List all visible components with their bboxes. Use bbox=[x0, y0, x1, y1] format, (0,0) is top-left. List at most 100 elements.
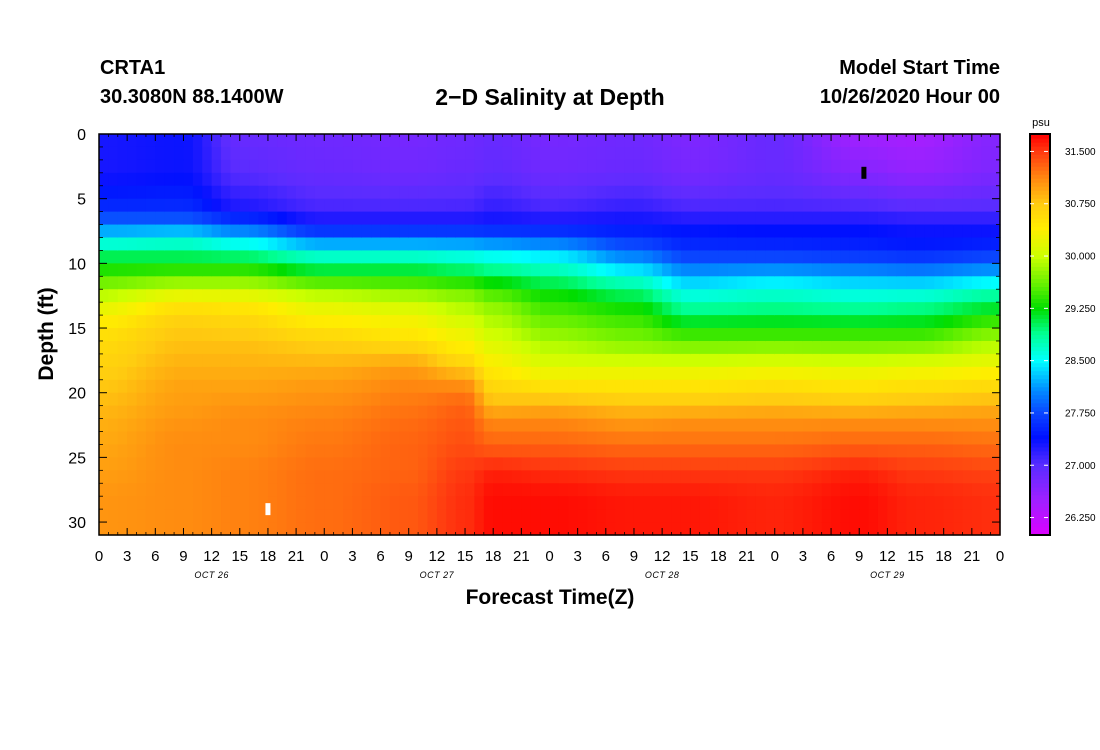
heatmap-cell bbox=[99, 211, 109, 226]
heatmap-cell bbox=[230, 522, 241, 536]
heatmap-cell bbox=[718, 353, 729, 368]
position-marker bbox=[265, 503, 271, 516]
heatmap-cell bbox=[699, 431, 710, 446]
heatmap-cell bbox=[924, 198, 935, 213]
heatmap-cell bbox=[915, 366, 926, 381]
heatmap-cell bbox=[915, 470, 926, 484]
heatmap-cell bbox=[558, 198, 569, 213]
heatmap-cell bbox=[840, 496, 851, 510]
heatmap-cell bbox=[127, 289, 138, 303]
heatmap-cell bbox=[633, 353, 644, 368]
heatmap-cell bbox=[840, 431, 851, 446]
heatmap-cell bbox=[633, 405, 644, 420]
heatmap-cell bbox=[136, 457, 147, 471]
heatmap-cell bbox=[408, 134, 419, 148]
heatmap-cell bbox=[906, 185, 917, 200]
heatmap-cell bbox=[690, 431, 701, 446]
heatmap-cell bbox=[596, 134, 607, 148]
heatmap-cell bbox=[155, 457, 166, 471]
heatmap-cell bbox=[493, 302, 504, 316]
heatmap-cell bbox=[155, 431, 166, 446]
heatmap-cell bbox=[643, 431, 654, 446]
heatmap-cell bbox=[427, 366, 438, 381]
heatmap-cell bbox=[465, 159, 476, 174]
heatmap-cell bbox=[624, 496, 635, 510]
heatmap-cell bbox=[389, 146, 400, 161]
heatmap-cell bbox=[202, 198, 213, 213]
heatmap-cell bbox=[127, 134, 138, 148]
heatmap-cell bbox=[164, 328, 175, 342]
heatmap-cell bbox=[465, 185, 476, 200]
heatmap-cell bbox=[990, 379, 1001, 394]
x-axis-title: Forecast Time(Z) bbox=[466, 586, 635, 609]
heatmap-cell bbox=[793, 457, 804, 471]
heatmap-cell bbox=[568, 276, 579, 290]
heatmap-cell bbox=[680, 392, 691, 407]
heatmap-cell bbox=[258, 457, 269, 471]
heatmap-cell bbox=[774, 483, 785, 497]
heatmap-cell bbox=[709, 172, 720, 187]
heatmap-cell bbox=[990, 340, 1001, 355]
x-tick-label: 9 bbox=[630, 548, 638, 565]
heatmap-cell bbox=[202, 457, 213, 471]
heatmap-cell bbox=[427, 496, 438, 510]
heatmap-cell bbox=[239, 146, 250, 161]
heatmap-cell bbox=[868, 392, 879, 407]
heatmap-cell bbox=[511, 418, 522, 433]
heatmap-cell bbox=[821, 379, 832, 394]
heatmap-cell bbox=[164, 353, 175, 368]
heatmap-cell bbox=[436, 405, 447, 420]
heatmap-cell bbox=[887, 159, 898, 174]
heatmap-cell bbox=[868, 418, 879, 433]
heatmap-cell bbox=[427, 315, 438, 329]
heatmap-cell bbox=[127, 522, 138, 536]
heatmap-cell bbox=[230, 237, 241, 252]
heatmap-cell bbox=[127, 211, 138, 226]
heatmap-cell bbox=[117, 340, 128, 355]
heatmap-cell bbox=[258, 353, 269, 368]
heatmap-cell bbox=[127, 418, 138, 433]
heatmap-cell bbox=[521, 146, 532, 161]
heatmap-cell bbox=[896, 250, 907, 264]
heatmap-cell bbox=[943, 470, 954, 484]
heatmap-cell bbox=[314, 328, 325, 342]
heatmap-cell bbox=[662, 237, 673, 252]
heatmap-cell bbox=[662, 315, 673, 329]
heatmap-cell bbox=[483, 483, 494, 497]
heatmap-cell bbox=[418, 315, 429, 329]
heatmap-cell bbox=[737, 431, 748, 446]
heatmap-cell bbox=[662, 392, 673, 407]
heatmap-cell bbox=[343, 509, 354, 523]
heatmap-cell bbox=[755, 224, 766, 239]
heatmap-cell bbox=[549, 418, 560, 433]
heatmap-cell bbox=[915, 353, 926, 368]
heatmap-cell bbox=[361, 172, 372, 187]
heatmap-cell bbox=[174, 172, 185, 187]
heatmap-cell bbox=[971, 509, 982, 523]
heatmap-cell bbox=[793, 431, 804, 446]
heatmap-cell bbox=[540, 340, 551, 355]
heatmap-cell bbox=[258, 496, 269, 510]
heatmap-cell bbox=[361, 134, 372, 148]
heatmap-cell bbox=[587, 289, 598, 303]
heatmap-cell bbox=[145, 496, 156, 510]
heatmap-cell bbox=[943, 483, 954, 497]
heatmap-cell bbox=[981, 250, 992, 264]
heatmap-cell bbox=[127, 405, 138, 420]
heatmap-cell bbox=[915, 379, 926, 394]
heatmap-cell bbox=[587, 302, 598, 316]
heatmap-cell bbox=[802, 134, 813, 148]
heatmap-cell bbox=[868, 172, 879, 187]
heatmap-cell bbox=[953, 496, 964, 510]
heatmap-cell bbox=[211, 405, 222, 420]
heatmap-cell bbox=[821, 276, 832, 290]
heatmap-cell bbox=[361, 392, 372, 407]
heatmap-cell bbox=[633, 211, 644, 226]
heatmap-cell bbox=[380, 172, 391, 187]
heatmap-cell bbox=[690, 353, 701, 368]
heatmap-cell bbox=[399, 302, 410, 316]
colorbar-segment bbox=[1030, 454, 1050, 460]
heatmap-cell bbox=[455, 237, 466, 252]
heatmap-cell bbox=[812, 276, 823, 290]
heatmap-cell bbox=[784, 431, 795, 446]
